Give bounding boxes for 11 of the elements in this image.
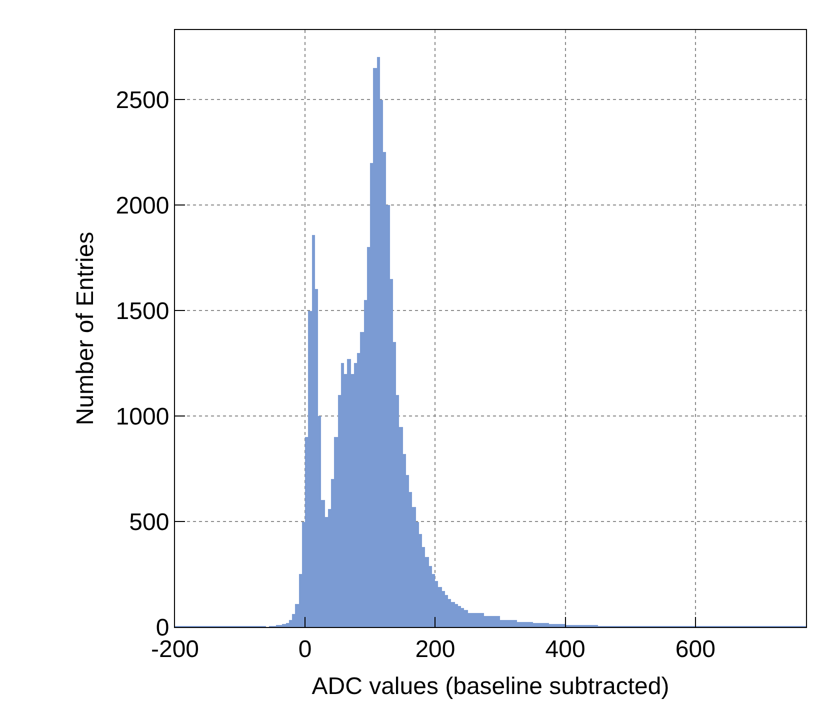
- x-tick-label: 400: [545, 636, 586, 663]
- x-tick-label: 0: [298, 636, 312, 663]
- y-tick-label: 1000: [116, 403, 170, 430]
- y-axis-title: Number of Entries: [72, 232, 99, 426]
- y-tick-label: 2500: [116, 87, 170, 114]
- x-axis-title: ADC values (baseline subtracted): [312, 673, 670, 700]
- y-tick-label: 2000: [116, 192, 170, 220]
- y-tick-label: 500: [129, 508, 170, 536]
- x-tick-label: 200: [415, 636, 456, 663]
- x-tick-label: 600: [675, 636, 716, 663]
- y-tick-label: 1500: [116, 298, 170, 325]
